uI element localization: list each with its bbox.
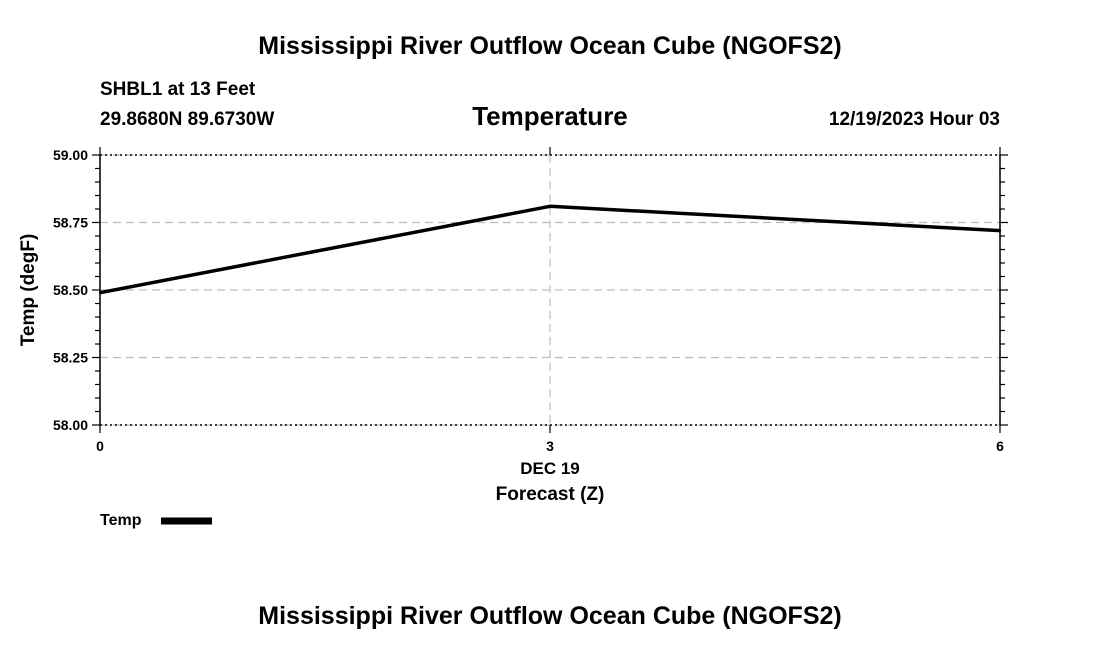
y-tick-label: 58.75 bbox=[53, 215, 88, 231]
chart-title: Mississippi River Outflow Ocean Cube (NG… bbox=[258, 32, 841, 60]
station-label: SHBL1 at 13 Feet bbox=[100, 79, 256, 100]
legend-label: Temp bbox=[100, 512, 142, 529]
y-axis-label: Temp (degF) bbox=[18, 234, 39, 347]
x-tick-label: 0 bbox=[96, 438, 104, 454]
chart-subtitle: Temperature bbox=[472, 101, 628, 131]
x-tick-label: 3 bbox=[546, 438, 554, 454]
y-tick-label: 58.00 bbox=[53, 417, 88, 433]
footer-title: Mississippi River Outflow Ocean Cube (NG… bbox=[258, 602, 841, 630]
grid-lines bbox=[99, 154, 1001, 426]
y-tick-label: 58.25 bbox=[53, 350, 88, 366]
y-tick-label: 59.00 bbox=[53, 147, 88, 163]
y-tick-label: 58.50 bbox=[53, 282, 88, 298]
x-axis-label: Forecast (Z) bbox=[496, 484, 605, 505]
x-date-label: DEC 19 bbox=[520, 459, 580, 478]
axis-ticks: 58.00 58.25 58.50 58.75 59.00 0 3 6 bbox=[53, 147, 1008, 454]
datetime-label: 12/19/2023 Hour 03 bbox=[829, 109, 1000, 130]
legend: Temp bbox=[100, 512, 212, 529]
x-tick-label: 6 bbox=[996, 438, 1004, 454]
temp-data-point bbox=[548, 205, 552, 208]
location-label: 29.8680N 89.6730W bbox=[100, 109, 274, 130]
